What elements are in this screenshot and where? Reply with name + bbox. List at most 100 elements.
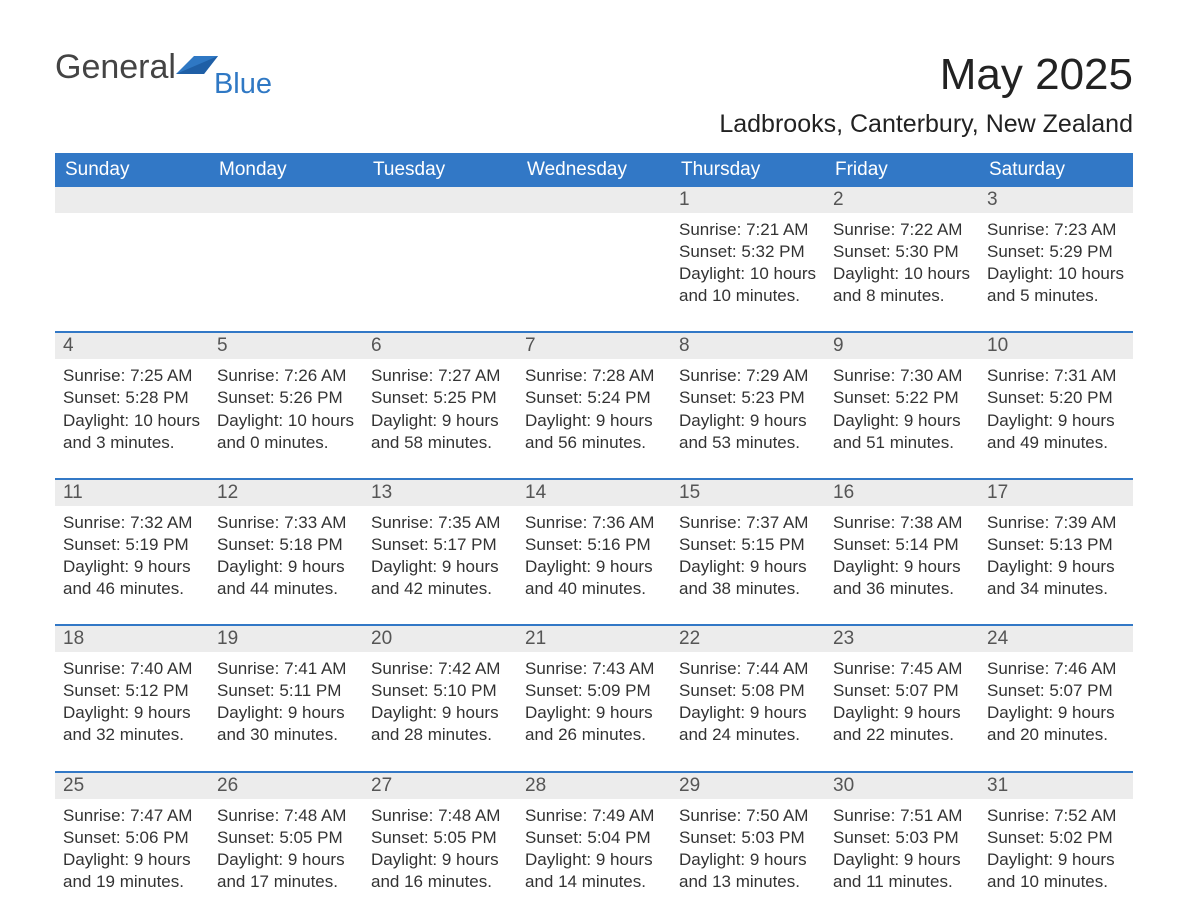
day-number: 20 bbox=[363, 626, 517, 652]
day-details: Sunrise: 7:27 AMSunset: 5:25 PMDaylight:… bbox=[363, 359, 517, 477]
sunset-line: Sunset: 5:11 PM bbox=[217, 680, 355, 702]
calendar-cell: 13Sunrise: 7:35 AMSunset: 5:17 PMDayligh… bbox=[363, 479, 517, 625]
day-number: 17 bbox=[979, 480, 1133, 506]
day-number: 11 bbox=[55, 480, 209, 506]
day-details: Sunrise: 7:30 AMSunset: 5:22 PMDaylight:… bbox=[825, 359, 979, 477]
day-number: 18 bbox=[55, 626, 209, 652]
sunset-line: Sunset: 5:17 PM bbox=[371, 534, 509, 556]
calendar-cell: 21Sunrise: 7:43 AMSunset: 5:09 PMDayligh… bbox=[517, 625, 671, 771]
calendar-cell: 11Sunrise: 7:32 AMSunset: 5:19 PMDayligh… bbox=[55, 479, 209, 625]
sunset-line: Sunset: 5:32 PM bbox=[679, 241, 817, 263]
calendar-cell: 14Sunrise: 7:36 AMSunset: 5:16 PMDayligh… bbox=[517, 479, 671, 625]
daylight-line: Daylight: 9 hours and 36 minutes. bbox=[833, 556, 971, 600]
day-details: Sunrise: 7:48 AMSunset: 5:05 PMDaylight:… bbox=[363, 799, 517, 917]
day-details: Sunrise: 7:33 AMSunset: 5:18 PMDaylight:… bbox=[209, 506, 363, 624]
sunset-line: Sunset: 5:13 PM bbox=[987, 534, 1125, 556]
logo-word-1: General bbox=[55, 50, 176, 84]
day-details: Sunrise: 7:41 AMSunset: 5:11 PMDaylight:… bbox=[209, 652, 363, 770]
day-details: Sunrise: 7:43 AMSunset: 5:09 PMDaylight:… bbox=[517, 652, 671, 770]
calendar-table: Sunday Monday Tuesday Wednesday Thursday… bbox=[55, 153, 1133, 917]
day-details: Sunrise: 7:44 AMSunset: 5:08 PMDaylight:… bbox=[671, 652, 825, 770]
daylight-line: Daylight: 9 hours and 13 minutes. bbox=[679, 849, 817, 893]
sunrise-line: Sunrise: 7:41 AM bbox=[217, 658, 355, 680]
sunrise-line: Sunrise: 7:40 AM bbox=[63, 658, 201, 680]
generalblue-logo: General Blue bbox=[55, 50, 272, 99]
daylight-line: Daylight: 10 hours and 5 minutes. bbox=[987, 263, 1125, 307]
daylight-line: Daylight: 9 hours and 44 minutes. bbox=[217, 556, 355, 600]
day-details: Sunrise: 7:37 AMSunset: 5:15 PMDaylight:… bbox=[671, 506, 825, 624]
sunset-line: Sunset: 5:23 PM bbox=[679, 387, 817, 409]
calendar-cell bbox=[209, 187, 363, 332]
day-number: 24 bbox=[979, 626, 1133, 652]
calendar-week-row: 11Sunrise: 7:32 AMSunset: 5:19 PMDayligh… bbox=[55, 479, 1133, 625]
calendar-cell bbox=[55, 187, 209, 332]
daylight-line: Daylight: 9 hours and 20 minutes. bbox=[987, 702, 1125, 746]
weekday-header: Saturday bbox=[979, 153, 1133, 187]
weekday-header: Sunday bbox=[55, 153, 209, 187]
day-details: Sunrise: 7:26 AMSunset: 5:26 PMDaylight:… bbox=[209, 359, 363, 477]
day-number bbox=[55, 187, 209, 213]
day-details: Sunrise: 7:42 AMSunset: 5:10 PMDaylight:… bbox=[363, 652, 517, 770]
day-details: Sunrise: 7:25 AMSunset: 5:28 PMDaylight:… bbox=[55, 359, 209, 477]
day-details bbox=[363, 213, 517, 323]
daylight-line: Daylight: 9 hours and 17 minutes. bbox=[217, 849, 355, 893]
calendar-cell: 29Sunrise: 7:50 AMSunset: 5:03 PMDayligh… bbox=[671, 772, 825, 917]
day-number: 8 bbox=[671, 333, 825, 359]
sunrise-line: Sunrise: 7:43 AM bbox=[525, 658, 663, 680]
day-number bbox=[363, 187, 517, 213]
calendar-body: 1Sunrise: 7:21 AMSunset: 5:32 PMDaylight… bbox=[55, 187, 1133, 917]
day-number: 30 bbox=[825, 773, 979, 799]
day-number: 29 bbox=[671, 773, 825, 799]
sunset-line: Sunset: 5:16 PM bbox=[525, 534, 663, 556]
day-details: Sunrise: 7:51 AMSunset: 5:03 PMDaylight:… bbox=[825, 799, 979, 917]
sunset-line: Sunset: 5:04 PM bbox=[525, 827, 663, 849]
day-details: Sunrise: 7:23 AMSunset: 5:29 PMDaylight:… bbox=[979, 213, 1133, 331]
daylight-line: Daylight: 9 hours and 14 minutes. bbox=[525, 849, 663, 893]
sunrise-line: Sunrise: 7:51 AM bbox=[833, 805, 971, 827]
calendar-cell bbox=[517, 187, 671, 332]
sunrise-line: Sunrise: 7:23 AM bbox=[987, 219, 1125, 241]
calendar-cell: 2Sunrise: 7:22 AMSunset: 5:30 PMDaylight… bbox=[825, 187, 979, 332]
daylight-line: Daylight: 9 hours and 49 minutes. bbox=[987, 410, 1125, 454]
day-details: Sunrise: 7:36 AMSunset: 5:16 PMDaylight:… bbox=[517, 506, 671, 624]
daylight-line: Daylight: 9 hours and 56 minutes. bbox=[525, 410, 663, 454]
day-details bbox=[209, 213, 363, 323]
day-details: Sunrise: 7:31 AMSunset: 5:20 PMDaylight:… bbox=[979, 359, 1133, 477]
calendar-week-row: 18Sunrise: 7:40 AMSunset: 5:12 PMDayligh… bbox=[55, 625, 1133, 771]
day-details: Sunrise: 7:46 AMSunset: 5:07 PMDaylight:… bbox=[979, 652, 1133, 770]
sunset-line: Sunset: 5:22 PM bbox=[833, 387, 971, 409]
day-number: 21 bbox=[517, 626, 671, 652]
day-number: 26 bbox=[209, 773, 363, 799]
sunrise-line: Sunrise: 7:35 AM bbox=[371, 512, 509, 534]
sunrise-line: Sunrise: 7:47 AM bbox=[63, 805, 201, 827]
day-number: 19 bbox=[209, 626, 363, 652]
sunrise-line: Sunrise: 7:26 AM bbox=[217, 365, 355, 387]
calendar-cell: 25Sunrise: 7:47 AMSunset: 5:06 PMDayligh… bbox=[55, 772, 209, 917]
sunrise-line: Sunrise: 7:25 AM bbox=[63, 365, 201, 387]
daylight-line: Daylight: 10 hours and 3 minutes. bbox=[63, 410, 201, 454]
sunset-line: Sunset: 5:02 PM bbox=[987, 827, 1125, 849]
calendar-cell: 6Sunrise: 7:27 AMSunset: 5:25 PMDaylight… bbox=[363, 332, 517, 478]
daylight-line: Daylight: 9 hours and 34 minutes. bbox=[987, 556, 1125, 600]
daylight-line: Daylight: 10 hours and 8 minutes. bbox=[833, 263, 971, 307]
day-details: Sunrise: 7:50 AMSunset: 5:03 PMDaylight:… bbox=[671, 799, 825, 917]
daylight-line: Daylight: 9 hours and 51 minutes. bbox=[833, 410, 971, 454]
day-details: Sunrise: 7:22 AMSunset: 5:30 PMDaylight:… bbox=[825, 213, 979, 331]
day-details: Sunrise: 7:38 AMSunset: 5:14 PMDaylight:… bbox=[825, 506, 979, 624]
sunrise-line: Sunrise: 7:39 AM bbox=[987, 512, 1125, 534]
sunset-line: Sunset: 5:24 PM bbox=[525, 387, 663, 409]
weekday-header: Friday bbox=[825, 153, 979, 187]
sunrise-line: Sunrise: 7:21 AM bbox=[679, 219, 817, 241]
sunset-line: Sunset: 5:03 PM bbox=[833, 827, 971, 849]
daylight-line: Daylight: 9 hours and 38 minutes. bbox=[679, 556, 817, 600]
daylight-line: Daylight: 9 hours and 53 minutes. bbox=[679, 410, 817, 454]
calendar-week-row: 4Sunrise: 7:25 AMSunset: 5:28 PMDaylight… bbox=[55, 332, 1133, 478]
calendar-cell: 18Sunrise: 7:40 AMSunset: 5:12 PMDayligh… bbox=[55, 625, 209, 771]
day-number: 28 bbox=[517, 773, 671, 799]
sunrise-line: Sunrise: 7:22 AM bbox=[833, 219, 971, 241]
calendar-cell: 5Sunrise: 7:26 AMSunset: 5:26 PMDaylight… bbox=[209, 332, 363, 478]
day-details: Sunrise: 7:39 AMSunset: 5:13 PMDaylight:… bbox=[979, 506, 1133, 624]
day-number: 25 bbox=[55, 773, 209, 799]
day-number: 31 bbox=[979, 773, 1133, 799]
sunset-line: Sunset: 5:18 PM bbox=[217, 534, 355, 556]
